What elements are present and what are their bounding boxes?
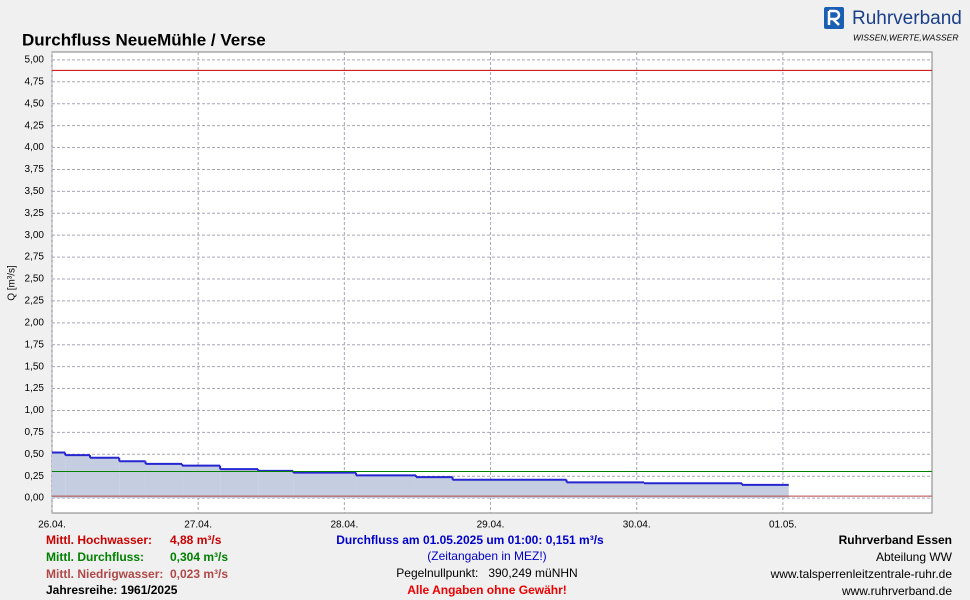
logo-tagline: WISSEN,WERTE,WASSER: [853, 32, 958, 42]
y-tick-label: 2,50: [25, 274, 45, 285]
publisher-line: Ruhrverband Essen: [839, 533, 952, 547]
y-tick-label: 1,00: [25, 405, 45, 416]
y-tick-label: 4,00: [25, 142, 45, 153]
gauge-zero: Pegelnullpunkt: 390,249 müNHN: [396, 566, 577, 580]
reference-name: Mittl. Niedrigwasser:: [46, 567, 163, 581]
y-tick-label: 1,75: [25, 339, 45, 350]
y-tick-label: 4,25: [25, 120, 45, 131]
publisher-line: Abteilung WW: [876, 550, 953, 564]
x-tick-label: 26.04.: [38, 520, 66, 531]
y-tick-label: 0,00: [25, 493, 45, 504]
disclaimer: Alle Angaben ohne Gewähr!: [407, 583, 567, 597]
flow-area: [52, 452, 66, 499]
series-years: Jahresreihe: 1961/2025: [46, 583, 178, 597]
flow-series: [52, 451, 790, 499]
flow-area: [258, 470, 294, 499]
y-tick-label: 3,25: [25, 208, 45, 219]
logo-name: Ruhrverband: [852, 8, 962, 29]
reference-name: Mittl. Hochwasser:: [46, 533, 152, 547]
x-tick-label: 29.04.: [477, 520, 505, 531]
publisher-line: www.talsperrenleitzentrale-ruhr.de: [770, 567, 953, 581]
y-tick-label: 0,25: [25, 471, 45, 482]
flow-area: [90, 457, 120, 499]
x-tick-label: 27.04.: [184, 520, 212, 531]
flow-area: [566, 482, 645, 499]
y-axis-label: Q [m³/s]: [7, 265, 18, 301]
chart-title: Durchfluss NeueMühle / Verse: [22, 30, 266, 49]
publisher-line: www.ruhrverband.de: [841, 584, 952, 598]
reference-name: Mittl. Durchfluss:: [46, 550, 144, 564]
time-note: (Zeitangaben in MEZ!): [427, 549, 546, 563]
y-tick-label: 2,25: [25, 296, 45, 307]
y-tick-label: 2,00: [25, 317, 45, 328]
y-tick-label: 5,00: [25, 55, 45, 66]
flow-area: [356, 475, 416, 499]
x-tick-label: 01.05.: [769, 520, 797, 531]
reference-label: 4,88 m³/s: [170, 533, 222, 547]
flow-area: [741, 484, 789, 499]
y-tick-label: 0,50: [25, 449, 45, 460]
y-tick-label: 4,75: [25, 76, 45, 87]
y-tick-label: 3,50: [25, 186, 45, 197]
y-tick-label: 2,75: [25, 252, 45, 263]
flow-area: [220, 469, 259, 499]
y-tick-label: 0,75: [25, 427, 45, 438]
y-tick-label: 3,00: [25, 230, 45, 241]
flow-area: [644, 483, 742, 499]
reference-label: 0,304 m³/s: [170, 550, 228, 564]
flow-area: [182, 465, 221, 499]
x-tick-label: 28.04.: [330, 520, 358, 531]
y-tick-label: 1,25: [25, 383, 45, 394]
reference-label: 0,023 m³/s: [170, 567, 228, 581]
grid: [51, 52, 932, 513]
logo: Ruhrverband WISSEN,WERTE,WASSER: [824, 7, 962, 42]
y-tick-label: 1,50: [25, 361, 45, 372]
y-tick-label: 3,75: [25, 164, 45, 175]
current-value: Durchfluss am 01.05.2025 um 01:00: 0,151…: [336, 533, 604, 547]
flow-area: [119, 461, 146, 499]
flow-area: [65, 455, 91, 499]
flow-area: [145, 463, 183, 499]
y-tick-label: 4,50: [25, 98, 45, 109]
x-tick-label: 30.04.: [623, 520, 651, 531]
footer: Durchfluss am 01.05.2025 um 01:00: 0,151…: [46, 533, 953, 598]
flow-area: [452, 479, 567, 499]
flow-area: [293, 472, 357, 499]
flow-area: [415, 477, 453, 499]
plot-area: [51, 51, 933, 514]
